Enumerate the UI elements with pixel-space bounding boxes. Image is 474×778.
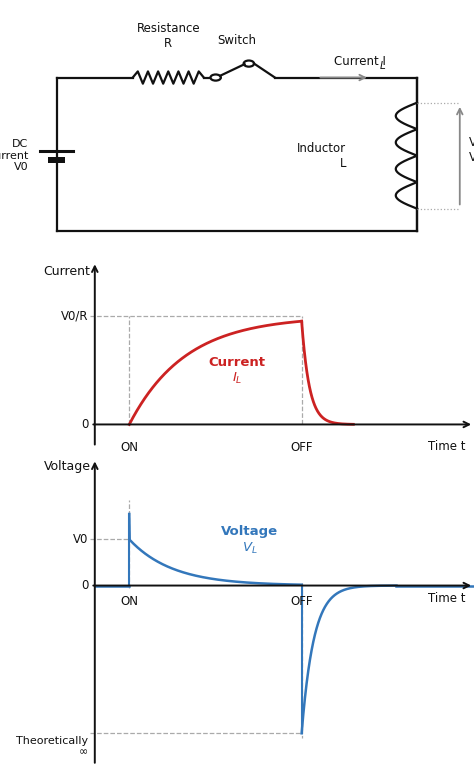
Text: OFF: OFF (291, 441, 313, 454)
Text: DC
current
V0: DC current V0 (0, 139, 28, 172)
Text: Time t: Time t (428, 440, 465, 453)
Text: Theoretically
∞: Theoretically ∞ (16, 735, 88, 757)
Text: Current: Current (44, 265, 91, 279)
Text: L: L (380, 61, 386, 72)
Text: Resistance
R: Resistance R (137, 22, 200, 50)
Text: Current
$I_L$: Current $I_L$ (209, 356, 265, 386)
Text: Inductor
L: Inductor L (297, 142, 346, 170)
Text: Voltage: Voltage (44, 460, 91, 473)
Text: ON: ON (120, 441, 138, 454)
Text: V0: V0 (73, 533, 88, 546)
Text: 0: 0 (81, 579, 88, 592)
Text: OFF: OFF (291, 594, 313, 608)
Text: ON: ON (120, 594, 138, 608)
Text: Time t: Time t (428, 593, 465, 605)
Text: V0/R: V0/R (61, 310, 88, 323)
Text: Voltage
$V_L$: Voltage $V_L$ (221, 525, 279, 555)
Text: Switch: Switch (218, 34, 256, 47)
Text: Current I: Current I (334, 54, 386, 68)
Bar (48, 157, 65, 163)
Text: Voltage
V: Voltage V (469, 136, 474, 164)
Text: 0: 0 (81, 418, 88, 431)
